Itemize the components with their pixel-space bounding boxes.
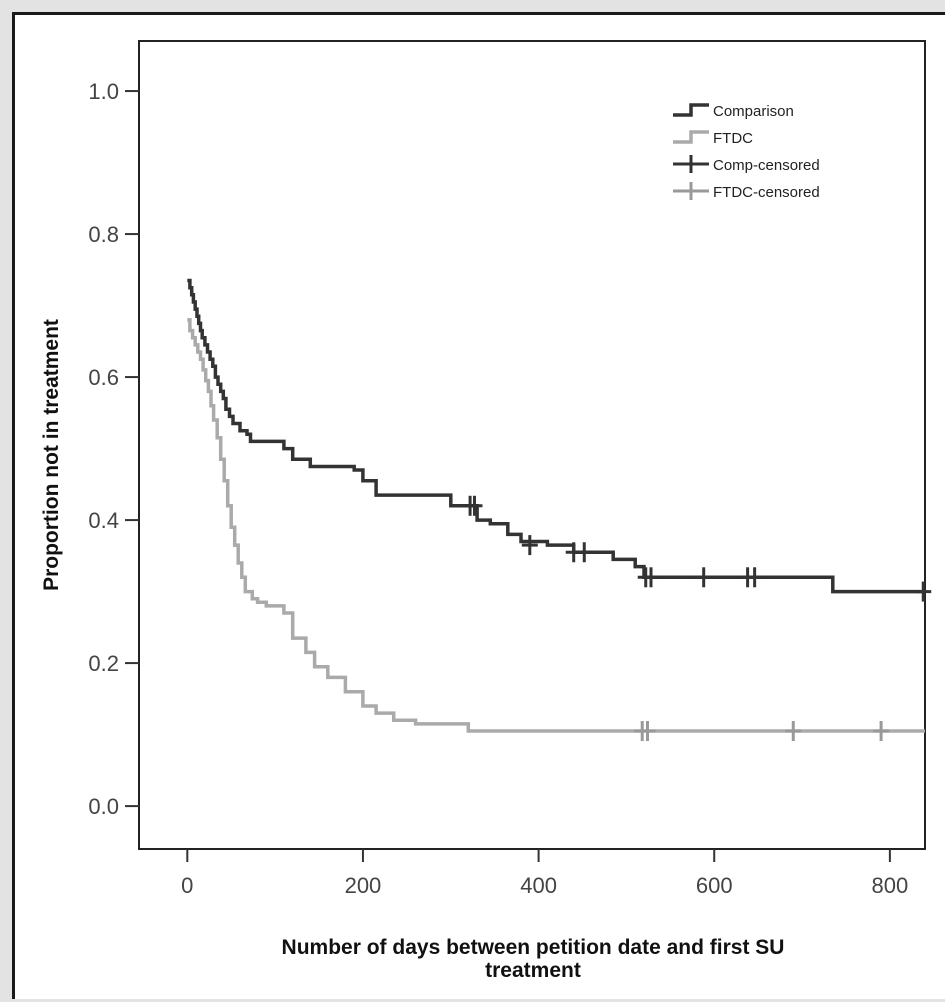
legend-entry-comp-censored: Comp-censored: [673, 155, 820, 174]
y-axis: 0.0 0.2 0.4 0.6 0.8 1.0: [88, 79, 139, 819]
y-tick-label: 0.8: [88, 222, 119, 247]
legend-swatch: [673, 103, 709, 117]
censor-mark-ftdc-censored: [785, 721, 802, 742]
legend-label: Comparison: [713, 103, 794, 120]
censor-mark-ftdc-censored: [639, 721, 656, 742]
legend-label: Comp-censored: [713, 157, 820, 174]
x-axis: 0 200 400 600 800: [181, 849, 908, 898]
legend-entry-comparison: Comparison: [673, 103, 794, 120]
x-axis-title-line-1: Number of days between petition date and…: [282, 936, 785, 959]
y-tick-label: 0.0: [88, 794, 119, 819]
y-tick-label: 0.6: [88, 365, 119, 390]
censor-mark-comp-censored: [746, 567, 763, 588]
censor-mark-comp-censored: [642, 567, 659, 588]
censor-mark-ftdc-censored: [873, 721, 890, 742]
chart-frame: 0.0 0.2 0.4 0.6 0.8 1.0 0 200 400 600 800 Compari…: [12, 12, 945, 999]
x-tick-label: 0: [181, 873, 193, 898]
censor-mark-comp-censored: [466, 495, 483, 516]
y-axis-title: Proportion not in treatment: [40, 319, 63, 591]
y-tick-label: 0.2: [88, 651, 119, 676]
legend: Comparison FTDC Comp-censored FTDC-censored: [673, 103, 820, 201]
censor-mark-comp-censored: [521, 535, 538, 556]
y-tick-label: 1.0: [88, 79, 119, 104]
censor-mark-comp-censored: [915, 581, 932, 602]
censor-mark-comp-censored: [576, 542, 593, 563]
legend-label: FTDC-censored: [713, 184, 820, 201]
x-axis-title-line-2: treatment: [485, 959, 581, 982]
y-tick-label: 0.4: [88, 508, 119, 533]
censor-mark-comp-censored: [695, 567, 712, 588]
legend-swatch: [673, 155, 709, 173]
plot-area: [138, 40, 926, 850]
x-tick-label: 400: [520, 873, 557, 898]
legend-entry-ftdc-censored: FTDC-censored: [673, 182, 820, 201]
legend-swatch: [673, 182, 709, 200]
series-line-ftdc: [187, 318, 925, 733]
km-chart: 0.0 0.2 0.4 0.6 0.8 1.0 0 200 400 600 800 Compari…: [40, 40, 932, 982]
censor-marks: [462, 495, 932, 742]
x-tick-label: 800: [872, 873, 909, 898]
legend-swatch: [673, 130, 709, 144]
x-tick-label: 600: [696, 873, 733, 898]
legend-label: FTDC: [713, 130, 753, 147]
x-tick-label: 200: [345, 873, 382, 898]
legend-entry-ftdc: FTDC: [673, 130, 753, 147]
